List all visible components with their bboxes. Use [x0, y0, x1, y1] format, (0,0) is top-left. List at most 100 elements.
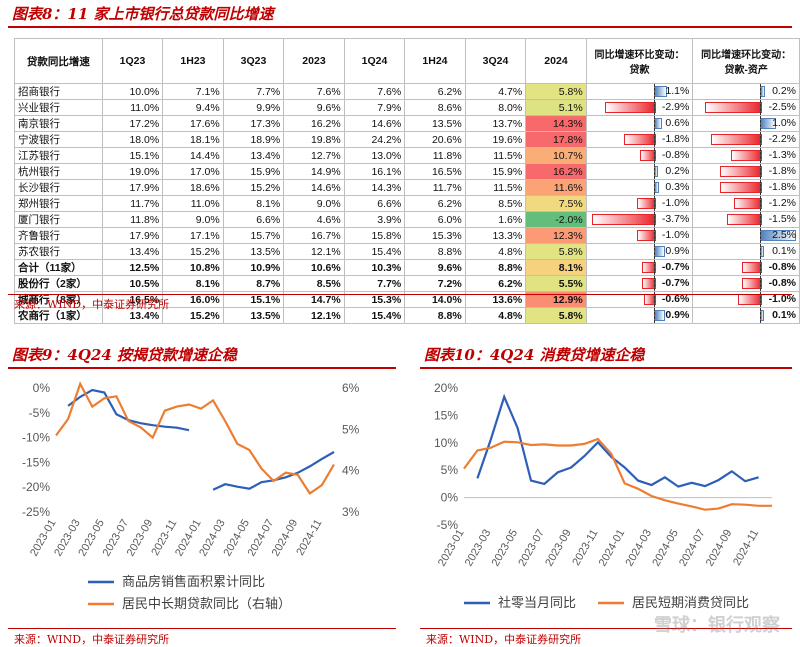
table-cell: 5.8% — [525, 307, 587, 324]
change-bar — [605, 102, 656, 113]
change-value: 1.1% — [665, 85, 690, 97]
table-cell: 4.8% — [464, 307, 527, 324]
fig10-source: 来源：WIND，中泰证券研究所 — [426, 633, 582, 646]
change-value: -1.8% — [768, 165, 796, 177]
table-row: 齐鲁银行 17.9% 17.1% 15.7% 16.7% 15.8% 15.3% 13.3% 1… — [14, 227, 800, 244]
table-cell: 13.4% — [101, 307, 164, 324]
table-cell: 9.6% — [283, 99, 345, 116]
column-header: 同比增速环比变动：贷款 — [585, 38, 694, 84]
y-tick-label: 0% — [441, 491, 459, 505]
table-cell: 10.6% — [283, 259, 345, 276]
table-row: 苏农银行 13.4% 15.2% 13.5% 12.1% 15.4% 8.8% 4.8% 5.8… — [14, 243, 800, 260]
column-header: 3Q23 — [222, 38, 285, 84]
change-bar-axis — [653, 196, 655, 211]
change-bar — [653, 310, 665, 321]
y-tick-label: -25% — [22, 505, 50, 519]
change-value: -0.7% — [661, 261, 690, 273]
bank-loan-table: 贷款同比增速 1Q23 1H23 3Q23 2023 1Q24 1H24 3Q24 2024 同比… — [14, 38, 800, 324]
table-cell: 13.4% — [101, 243, 164, 260]
fig8-source: 来源：WIND，中泰证券研究所 — [14, 298, 170, 311]
change-value: -0.6% — [661, 293, 690, 305]
bank-name: 齐鲁银行 — [14, 227, 103, 244]
table-cell: 19.6% — [464, 131, 527, 148]
change-bar-axis — [653, 276, 655, 291]
table-cell: 14.3% — [343, 179, 406, 196]
change-bar — [641, 278, 656, 289]
table-cell: 15.3% — [404, 227, 466, 244]
table-row: 合计（11家） 12.5% 10.8% 10.9% 10.6% 10.3% 9.6% 8.8%… — [14, 259, 800, 276]
change-bar-cell: -1.8% — [692, 163, 800, 180]
table-cell: 7.7% — [222, 83, 285, 100]
change-bar-cell: -3.7% — [585, 211, 694, 228]
change-bar-cell: -0.8% — [585, 147, 694, 164]
column-header: 2024 — [525, 38, 587, 84]
column-header: 3Q24 — [464, 38, 527, 84]
table-cell: 8.0% — [464, 99, 527, 116]
watermark: 雪球：银行观察 — [654, 615, 780, 636]
change-bar-cell: -1.0% — [585, 227, 694, 244]
table-cell: 8.1% — [222, 195, 285, 212]
change-value: -1.2% — [768, 197, 796, 209]
table-cell: 15.2% — [222, 179, 285, 196]
change-bar-cell: 0.6% — [585, 115, 694, 132]
table-cell: 7.7% — [343, 275, 406, 292]
change-value: -0.8% — [661, 149, 690, 161]
y-tick-label: 5% — [441, 463, 459, 477]
table-cell: 10.8% — [162, 259, 224, 276]
legend-label: 居民中长期贷款同比（右轴） — [122, 596, 291, 611]
fig9-source: 来源：WIND，中泰证券研究所 — [14, 633, 170, 646]
change-bar-axis — [653, 292, 655, 307]
table-cell: 14.3% — [525, 115, 587, 132]
change-bar-cell: -2.9% — [585, 99, 694, 116]
change-value: -1.0% — [661, 197, 690, 209]
table-cell: 15.9% — [222, 163, 285, 180]
legend-label: 商品房销售面积累计同比 — [122, 574, 265, 589]
table-cell: 9.6% — [404, 259, 466, 276]
table-cell: 18.1% — [162, 131, 224, 148]
table-cell: 10.0% — [101, 83, 164, 100]
table-cell: 9.4% — [162, 99, 224, 116]
change-bar-axis — [760, 100, 762, 115]
change-bar-cell: 0.2% — [585, 163, 694, 180]
table-cell: 19.8% — [283, 131, 345, 148]
change-bar — [720, 182, 763, 193]
fig9-title: 图表9：4Q24 按揭贷款增速企稳 — [12, 346, 238, 364]
table-cell: 8.6% — [404, 99, 466, 116]
table-cell: 15.2% — [162, 307, 224, 324]
y-right-tick-label: 6% — [342, 381, 360, 395]
y-tick-label: 20% — [434, 381, 458, 395]
y-tick-label: -20% — [22, 480, 50, 494]
change-bar-axis — [760, 132, 762, 147]
table-cell: 12.5% — [101, 259, 164, 276]
change-bar — [636, 230, 656, 241]
table-cell: 14.9% — [283, 163, 345, 180]
change-value: -0.8% — [768, 261, 796, 273]
bank-name: 宁波银行 — [14, 131, 103, 148]
x-tick-label: 2024-09 — [704, 528, 735, 569]
change-bar — [704, 102, 763, 113]
table-cell: 5.8% — [525, 83, 587, 100]
change-value: 0.3% — [665, 181, 690, 193]
change-bar-axis — [653, 244, 655, 259]
change-bar-cell: 1.0% — [692, 115, 800, 132]
table-cell: 13.4% — [222, 147, 285, 164]
bank-name: 城商行（8家） — [14, 291, 103, 308]
bank-name: 股份行（2家） — [14, 275, 103, 292]
series-line — [463, 437, 772, 511]
table-cell: 6.2% — [404, 83, 466, 100]
table-row: 城商行（8家） 16.5% 16.0% 15.1% 14.7% 15.3% 14.0% 13.… — [14, 291, 800, 308]
table-cell: 7.5% — [525, 195, 587, 212]
table-row: 兴业银行 11.0% 9.4% 9.9% 9.6% 7.9% 8.6% 8.0% 5.1% -2.… — [14, 99, 800, 116]
column-header: 2023 — [283, 38, 345, 84]
change-bar-axis — [760, 180, 762, 195]
bank-name: 南京银行 — [14, 115, 103, 132]
table-cell: 18.6% — [162, 179, 224, 196]
change-bar-cell: -1.2% — [692, 195, 800, 212]
table-cell: 12.7% — [283, 147, 345, 164]
table-cell: 18.9% — [222, 131, 285, 148]
table-cell: 4.6% — [283, 211, 345, 228]
table-cell: 17.3% — [222, 115, 285, 132]
bank-name: 苏农银行 — [14, 243, 103, 260]
table-cell: 3.9% — [343, 211, 406, 228]
y-tick-label: -10% — [22, 431, 50, 445]
